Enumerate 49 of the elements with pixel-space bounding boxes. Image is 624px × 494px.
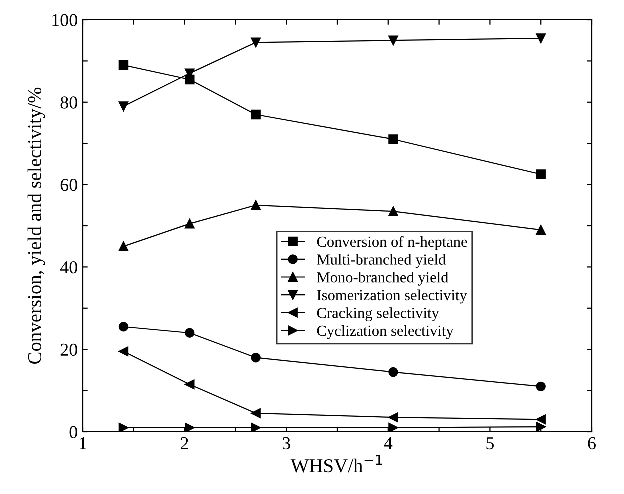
legend-label: Conversion of n-heptane: [317, 236, 468, 250]
point: [118, 322, 129, 332]
point: [536, 422, 546, 432]
point: [388, 134, 398, 144]
point: [185, 74, 195, 85]
point: [185, 219, 195, 229]
y-axis-title: Conversion, yield and selectivity/%: [28, 88, 46, 364]
y-tick-label: 100: [52, 14, 78, 26]
point: [251, 408, 261, 418]
point: [185, 423, 195, 432]
point: [118, 242, 129, 252]
y-tick-label: 40: [60, 261, 78, 274]
x-tick-label: 3: [282, 437, 290, 450]
point: [251, 352, 261, 363]
x-tick-label: 4: [384, 438, 393, 450]
point: [536, 382, 546, 392]
y-tick-label: 80: [60, 96, 78, 109]
legend-label: Cyclization selectivity: [317, 325, 454, 340]
point: [388, 367, 398, 378]
point: [251, 38, 261, 48]
point: [388, 36, 398, 46]
point: [251, 200, 261, 210]
legend-label: Cracking selectivity: [317, 308, 440, 322]
x-tick-label: 2: [181, 437, 188, 450]
legend-label: Isomerization selectivity: [317, 290, 468, 304]
legend-label: Mono-branched yield: [317, 272, 449, 286]
point: [185, 328, 195, 338]
point: [185, 380, 195, 390]
x-tick-label: 6: [588, 437, 596, 450]
x-axis-title: WHSV/h$^{−1}$: [290, 455, 382, 473]
x-tick-label: 5: [486, 438, 494, 450]
point: [536, 225, 546, 235]
point: [536, 170, 546, 180]
y-tick-label: 60: [60, 179, 78, 192]
point: [118, 60, 129, 70]
point: [118, 423, 129, 432]
y-tick-label: 20: [60, 344, 78, 356]
point: [388, 412, 398, 422]
legend-label: Multi-branched yield: [317, 254, 446, 268]
point: [536, 414, 546, 424]
point: [388, 423, 398, 432]
point: [251, 110, 261, 120]
point: [118, 102, 129, 112]
x-tick-label: 1: [80, 437, 86, 450]
point: [251, 423, 261, 432]
point: [388, 206, 398, 216]
y-tick-label: 0: [70, 426, 78, 438]
point: [118, 346, 129, 357]
point: [536, 34, 546, 44]
